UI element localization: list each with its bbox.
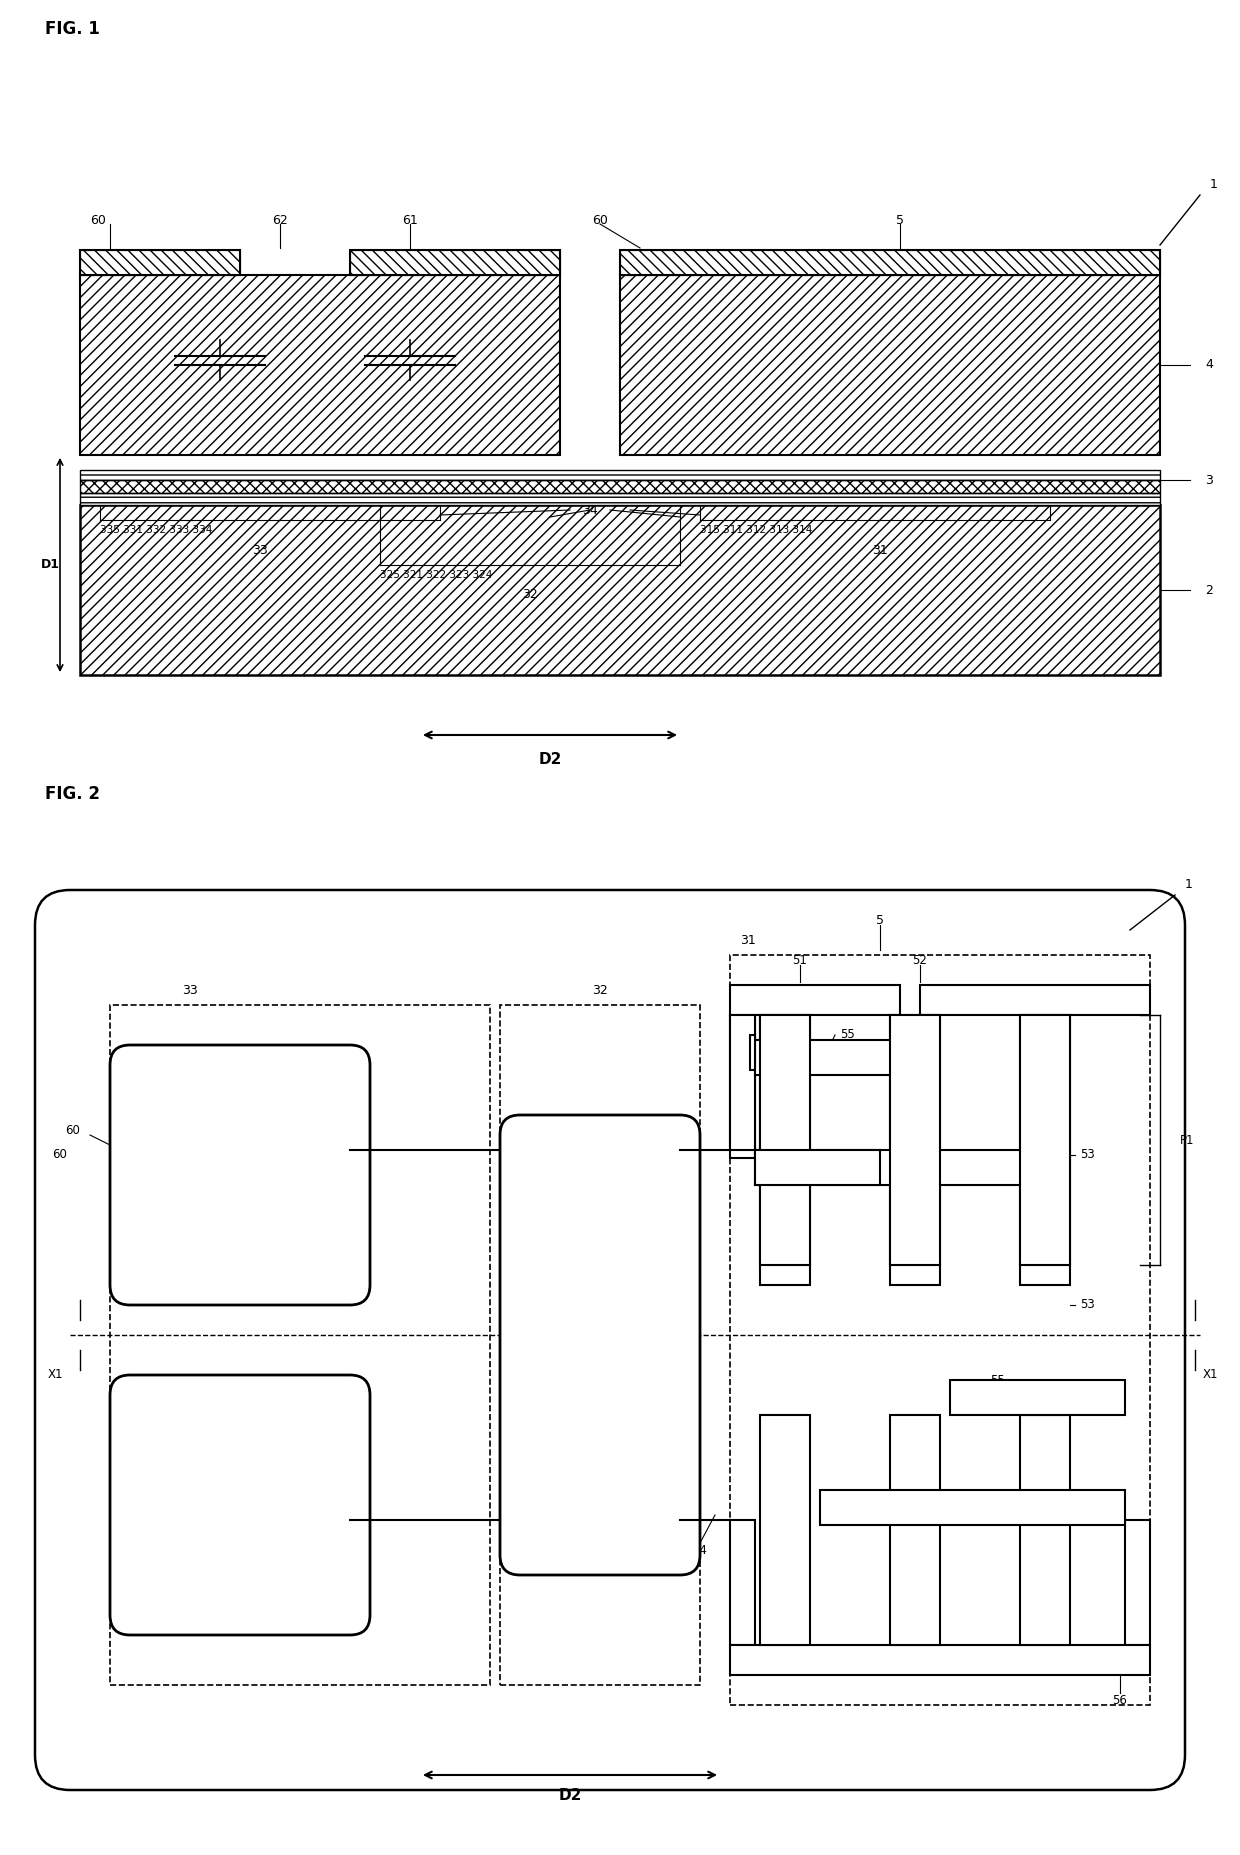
Text: X1: X1 bbox=[1203, 1369, 1218, 1382]
Text: 5: 5 bbox=[897, 213, 904, 226]
Text: 3: 3 bbox=[1205, 473, 1213, 486]
Text: FIG. 2: FIG. 2 bbox=[45, 785, 100, 803]
Bar bbox=[81, 480, 1159, 493]
Text: 1: 1 bbox=[1210, 178, 1218, 191]
Text: 33: 33 bbox=[252, 544, 268, 556]
FancyBboxPatch shape bbox=[500, 1115, 701, 1575]
Text: 4: 4 bbox=[1205, 358, 1213, 371]
Text: 2: 2 bbox=[1205, 584, 1213, 597]
Bar bbox=[1021, 1015, 1070, 1265]
Bar bbox=[1021, 1415, 1070, 1645]
Bar bbox=[730, 1519, 755, 1645]
Text: FIG. 1: FIG. 1 bbox=[45, 20, 100, 37]
Bar bbox=[1021, 1015, 1070, 1286]
Bar bbox=[820, 1490, 1125, 1525]
Bar bbox=[81, 493, 1159, 505]
Text: D2: D2 bbox=[558, 1788, 582, 1803]
Text: 62: 62 bbox=[272, 213, 288, 226]
Text: 31: 31 bbox=[872, 544, 888, 556]
Bar bbox=[81, 250, 241, 275]
Bar bbox=[500, 1005, 701, 1684]
Bar bbox=[81, 493, 1159, 505]
FancyBboxPatch shape bbox=[110, 1044, 370, 1306]
Text: 72: 72 bbox=[270, 343, 285, 356]
Text: 61: 61 bbox=[402, 213, 418, 226]
Bar bbox=[620, 250, 1159, 275]
Bar bbox=[890, 1015, 940, 1286]
Text: D2: D2 bbox=[538, 753, 562, 768]
Text: 55: 55 bbox=[990, 1373, 1004, 1386]
Bar bbox=[950, 1380, 1125, 1415]
Text: 54: 54 bbox=[693, 1543, 708, 1556]
Text: 33: 33 bbox=[182, 983, 198, 996]
Text: P1: P1 bbox=[1180, 1133, 1194, 1146]
Text: 55: 55 bbox=[839, 1028, 854, 1041]
Text: 71: 71 bbox=[460, 343, 475, 356]
Bar bbox=[755, 1150, 1030, 1185]
Text: 56: 56 bbox=[1112, 1694, 1127, 1707]
Bar bbox=[890, 1015, 940, 1265]
Text: 325 321 322 323 324: 325 321 322 323 324 bbox=[379, 569, 492, 581]
Bar bbox=[890, 1415, 940, 1645]
Bar bbox=[760, 1015, 810, 1265]
Text: X1: X1 bbox=[47, 1369, 63, 1382]
Bar bbox=[750, 1035, 755, 1070]
Bar bbox=[620, 275, 1159, 454]
Bar bbox=[81, 275, 560, 454]
Text: 53: 53 bbox=[1080, 1298, 1095, 1311]
Text: 5: 5 bbox=[875, 913, 884, 926]
Bar bbox=[350, 250, 560, 275]
Text: 335 331 332 333 334: 335 331 332 333 334 bbox=[100, 525, 212, 534]
Text: 60: 60 bbox=[91, 213, 105, 226]
Bar bbox=[81, 275, 560, 454]
Bar bbox=[730, 1015, 755, 1158]
Bar bbox=[730, 1645, 1149, 1675]
FancyBboxPatch shape bbox=[35, 890, 1185, 1790]
Text: 1: 1 bbox=[1185, 879, 1193, 892]
Text: 60: 60 bbox=[64, 1124, 79, 1137]
Bar bbox=[1125, 1519, 1149, 1645]
Text: 32: 32 bbox=[593, 983, 608, 996]
Bar bbox=[760, 1015, 810, 1286]
Text: 31: 31 bbox=[740, 933, 755, 946]
Bar bbox=[730, 1015, 755, 1150]
Text: 51: 51 bbox=[792, 953, 807, 966]
Text: 32: 32 bbox=[522, 588, 538, 601]
Bar bbox=[81, 250, 241, 275]
Bar bbox=[81, 469, 1159, 480]
Text: 62: 62 bbox=[233, 1169, 248, 1182]
Bar bbox=[81, 505, 1159, 675]
Text: 34: 34 bbox=[582, 503, 598, 516]
Bar bbox=[730, 985, 900, 1015]
Bar bbox=[760, 1415, 810, 1645]
Bar bbox=[110, 1005, 490, 1684]
Text: D1: D1 bbox=[41, 558, 60, 571]
Bar bbox=[81, 469, 1159, 480]
Bar bbox=[755, 1041, 905, 1076]
Text: 55: 55 bbox=[839, 1148, 854, 1161]
Bar bbox=[81, 480, 1159, 493]
Text: 60: 60 bbox=[52, 1148, 67, 1161]
FancyBboxPatch shape bbox=[110, 1375, 370, 1634]
Text: 61: 61 bbox=[233, 1499, 248, 1512]
Bar bbox=[620, 250, 1159, 275]
Bar bbox=[620, 275, 1159, 454]
Text: 315 311 312 313 314: 315 311 312 313 314 bbox=[701, 525, 812, 534]
Text: 60: 60 bbox=[591, 213, 608, 226]
Text: 53: 53 bbox=[1080, 1499, 1095, 1512]
Bar bbox=[755, 1150, 880, 1185]
Bar bbox=[920, 985, 1149, 1015]
Text: 52: 52 bbox=[913, 953, 928, 966]
Bar bbox=[730, 955, 1149, 1705]
Text: 53: 53 bbox=[1080, 1148, 1095, 1161]
Bar bbox=[350, 250, 560, 275]
Bar bbox=[81, 505, 1159, 675]
Text: 60: 60 bbox=[682, 1124, 697, 1137]
